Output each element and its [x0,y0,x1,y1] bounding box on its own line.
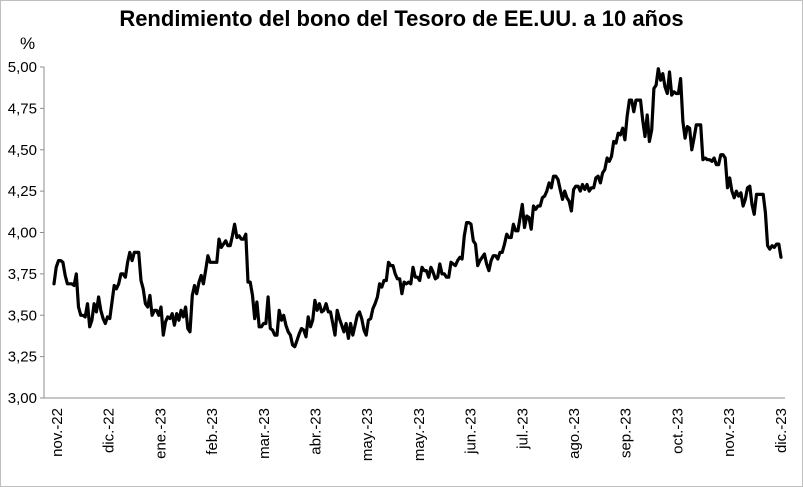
x-tick-label: feb.-23 [204,408,221,455]
plot-area [52,67,783,349]
x-tick-label: may.-23 [359,408,376,461]
y-axis-unit-label: % [20,34,36,53]
y-tick-label: 3,00 [8,390,37,407]
x-tick-label: abr.-23 [308,408,325,455]
y-tick-label: 4,50 [8,142,37,159]
y-tick-label: 3,75 [8,266,37,283]
chart-title: Rendimiento del bono del Tesoro de EE.UU… [119,6,684,31]
y-tick-label: 4,25 [8,183,37,200]
y-tick-label: 5,00 [8,59,37,76]
x-tick-label: jun.-23 [463,408,480,455]
x-axis: nov.-22 dic.-22 ene.-23 feb.-23 mar.-23 abr.-… [44,397,790,461]
y-tick-label: 3,50 [8,307,37,324]
x-tick-label: ago.-23 [566,408,583,459]
y-tick-label: 4,00 [8,225,37,242]
y-tick-label: 3,25 [8,349,37,366]
x-tick-label: sep.-23 [618,408,635,458]
x-tick-label: mar.-23 [256,408,273,459]
x-tick-label: oct.-23 [669,408,686,454]
x-tick-label: dic.-22 [101,408,118,453]
x-tick-label: jul.-23 [514,408,531,450]
series-line-0 [52,67,783,349]
x-tick-label: nov.-23 [721,408,738,457]
x-tick-label: ene.-23 [152,408,169,459]
y-axis: 3,00 3,25 3,50 3,75 4,00 4,25 4,50 4,75 5,00 [8,59,45,407]
y-tick-label: 4,75 [8,100,37,117]
x-tick-label: dic.-23 [773,408,790,453]
x-tick-label: nov.-22 [49,408,66,457]
x-tick-label: may.-23 [411,408,428,461]
